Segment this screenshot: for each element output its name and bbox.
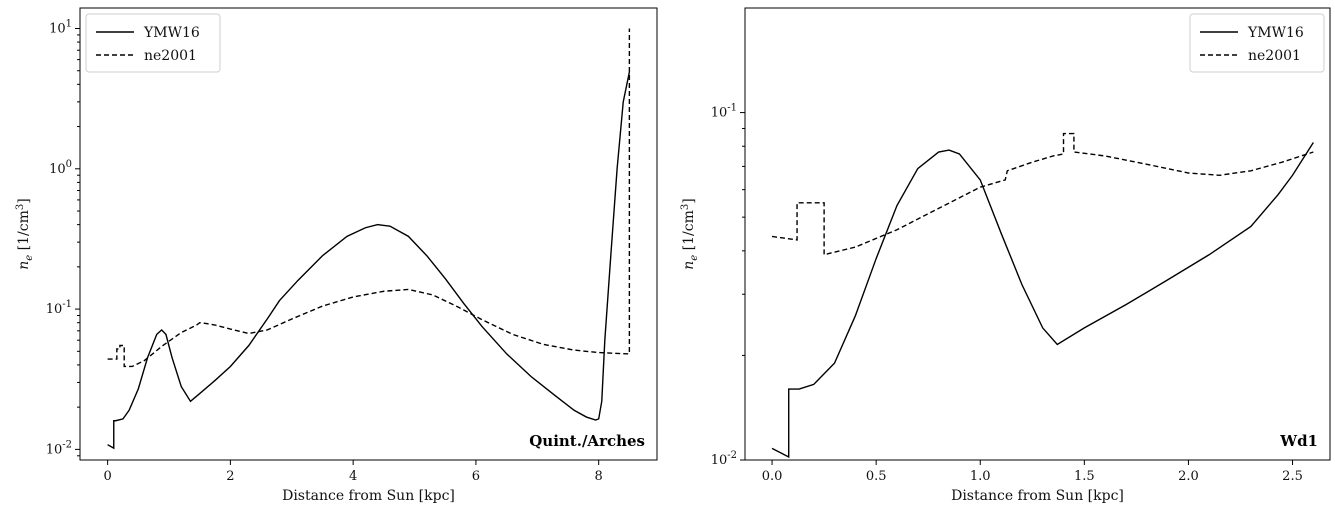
chart-panel-1: 0 2 4 6 8 10-2 10-1 100 101 Distance from Sun [kp… xyxy=(15,7,658,504)
x-tick-label: 0 xyxy=(103,469,111,484)
legend-label-ne2001: ne2001 xyxy=(144,48,197,64)
axes-frame xyxy=(79,7,658,461)
chart-panel-2: 0.0 0.5 1.0 1.5 2.0 2.5 10-2 10-1 Distance from … xyxy=(680,7,1331,504)
y-tick-label: 101 xyxy=(49,19,72,37)
x-axis-label: Distance from Sun [kpc] xyxy=(951,488,1124,504)
x-tick-label: 0.5 xyxy=(866,469,887,484)
y-tick-label: 100 xyxy=(49,159,72,177)
y-tick-label: 10-1 xyxy=(46,299,72,317)
legend: YMW16 ne2001 xyxy=(85,13,221,73)
legend-label-ymw16: YMW16 xyxy=(1247,25,1304,41)
x-axis-label: Distance from Sun [kpc] xyxy=(282,488,455,504)
x-tick-label: 2.0 xyxy=(1178,469,1199,484)
legend-box xyxy=(1189,13,1325,73)
x-tick-label: 1.0 xyxy=(970,469,991,484)
y-tick-label: 10-2 xyxy=(46,439,72,457)
series-line-ymw16 xyxy=(771,142,1314,459)
x-tick-label: 8 xyxy=(595,469,603,484)
axes-frame xyxy=(744,7,1331,461)
y-tick-label: 10-2 xyxy=(711,450,737,468)
y-tick-label: 10-1 xyxy=(711,103,737,121)
legend-label-ymw16: YMW16 xyxy=(143,25,200,41)
x-tick-label: 2.5 xyxy=(1282,469,1303,484)
series-line-ne2001 xyxy=(107,28,631,368)
legend-label-ne2001: ne2001 xyxy=(1248,48,1301,64)
series-line-ne2001 xyxy=(771,132,1314,256)
x-tick-label: 2 xyxy=(226,469,234,484)
x-tick-label: 4 xyxy=(349,469,357,484)
x-tick-label: 6 xyxy=(472,469,480,484)
legend-box xyxy=(85,13,221,73)
x-tick-label: 0.0 xyxy=(762,469,783,484)
y-axis-label: ne [1/cm3] xyxy=(15,198,35,269)
x-tick-label: 1.5 xyxy=(1074,469,1095,484)
series-line-ymw16 xyxy=(107,71,631,450)
y-axis-label: ne [1/cm3] xyxy=(680,198,700,269)
legend: YMW16 ne2001 xyxy=(1189,13,1325,73)
panel-label: Wd1 xyxy=(1279,432,1318,450)
panel-label: Quint./Arches xyxy=(529,432,645,450)
